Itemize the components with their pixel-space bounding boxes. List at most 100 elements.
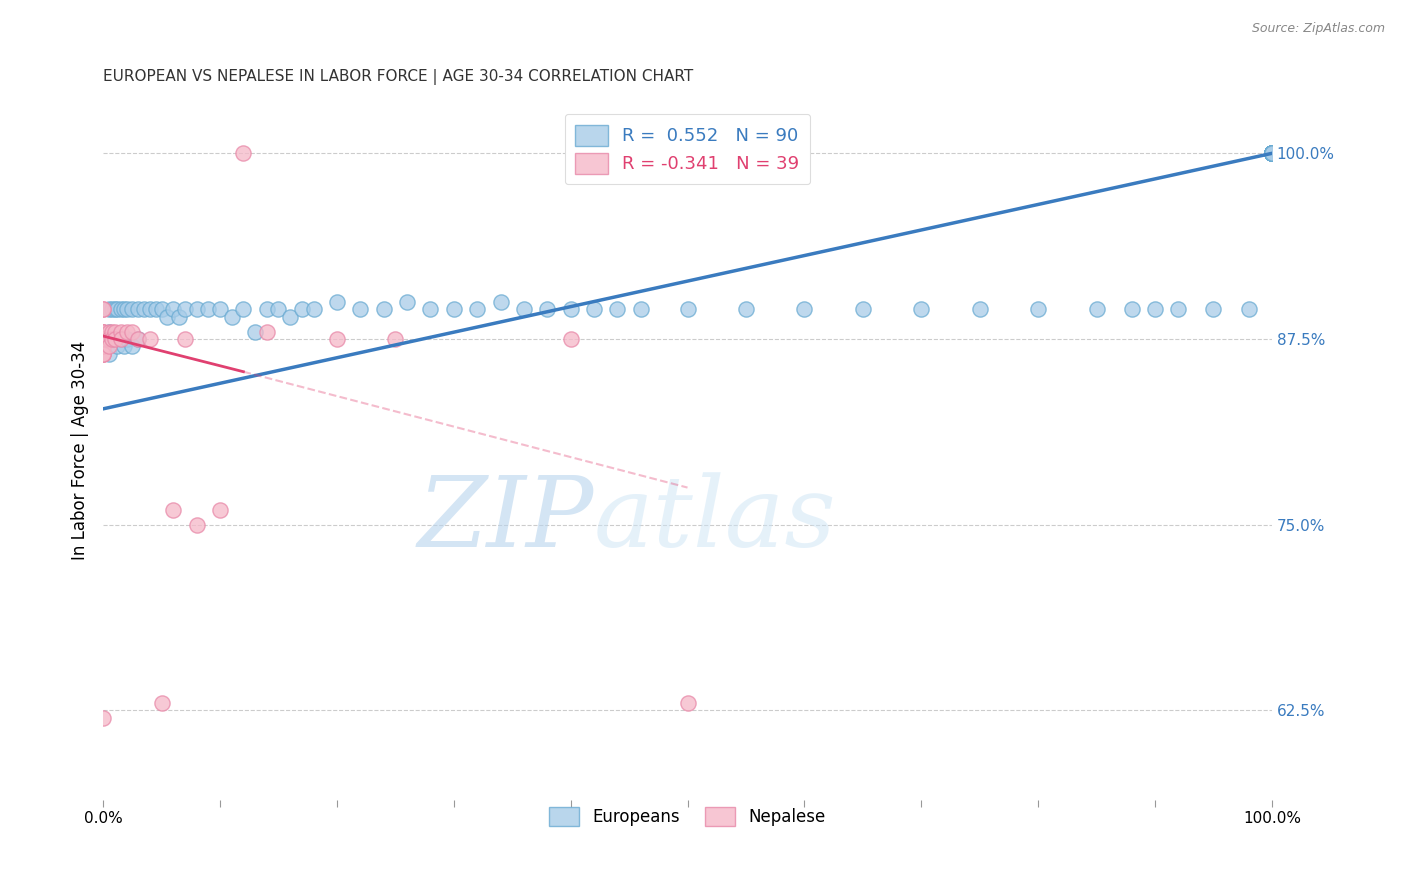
- Point: [98, 339, 121, 353]
- Point: [302, 302, 325, 317]
- Point: [132, 302, 155, 317]
- Point: [174, 302, 197, 317]
- Point: [186, 517, 208, 532]
- Point: [91, 347, 114, 361]
- Point: [232, 146, 254, 161]
- Point: [110, 325, 132, 339]
- Point: [1261, 146, 1284, 161]
- Point: [326, 294, 349, 309]
- Point: [1261, 146, 1284, 161]
- Point: [267, 302, 290, 317]
- Point: [793, 302, 815, 317]
- Point: [91, 339, 114, 353]
- Point: [735, 302, 758, 317]
- Point: [1261, 146, 1284, 161]
- Point: [167, 310, 190, 324]
- Point: [91, 711, 114, 725]
- Point: [395, 294, 418, 309]
- Point: [98, 325, 121, 339]
- Point: [1143, 302, 1166, 317]
- Point: [115, 332, 138, 346]
- Point: [98, 347, 121, 361]
- Point: [115, 302, 138, 317]
- Point: [969, 302, 991, 317]
- Point: [606, 302, 628, 317]
- Legend: Europeans, Nepalese: Europeans, Nepalese: [543, 800, 832, 833]
- Point: [104, 332, 127, 346]
- Point: [139, 302, 162, 317]
- Point: [105, 339, 128, 353]
- Point: [221, 310, 243, 324]
- Point: [1261, 146, 1284, 161]
- Point: [349, 302, 371, 317]
- Point: [110, 302, 132, 317]
- Point: [291, 302, 314, 317]
- Point: [91, 347, 114, 361]
- Point: [910, 302, 932, 317]
- Point: [127, 302, 149, 317]
- Point: [1261, 146, 1284, 161]
- Point: [1261, 146, 1284, 161]
- Point: [112, 302, 135, 317]
- Point: [174, 332, 197, 346]
- Point: [1261, 146, 1284, 161]
- Point: [1261, 146, 1284, 161]
- Point: [127, 332, 149, 346]
- Point: [1261, 146, 1284, 161]
- Point: [91, 325, 114, 339]
- Point: [91, 325, 114, 339]
- Point: [104, 325, 127, 339]
- Point: [1237, 302, 1260, 317]
- Point: [243, 325, 266, 339]
- Point: [145, 302, 167, 317]
- Point: [127, 332, 149, 346]
- Point: [121, 325, 143, 339]
- Point: [91, 339, 114, 353]
- Point: [91, 325, 114, 339]
- Point: [121, 302, 143, 317]
- Point: [162, 302, 184, 317]
- Point: [1202, 302, 1225, 317]
- Point: [465, 302, 488, 317]
- Point: [1261, 146, 1284, 161]
- Point: [560, 302, 582, 317]
- Point: [1261, 146, 1284, 161]
- Point: [513, 302, 536, 317]
- Point: [373, 302, 395, 317]
- Point: [326, 332, 349, 346]
- Point: [630, 302, 652, 317]
- Point: [676, 696, 699, 710]
- Point: [91, 339, 114, 353]
- Point: [852, 302, 875, 317]
- Point: [150, 302, 173, 317]
- Point: [105, 302, 128, 317]
- Point: [1261, 146, 1284, 161]
- Point: [560, 332, 582, 346]
- Point: [1261, 146, 1284, 161]
- Point: [1261, 146, 1284, 161]
- Point: [110, 332, 132, 346]
- Point: [1026, 302, 1049, 317]
- Point: [91, 332, 114, 346]
- Point: [162, 503, 184, 517]
- Point: [98, 332, 121, 346]
- Text: EUROPEAN VS NEPALESE IN LABOR FORCE | AGE 30-34 CORRELATION CHART: EUROPEAN VS NEPALESE IN LABOR FORCE | AG…: [103, 69, 693, 85]
- Point: [278, 310, 301, 324]
- Point: [91, 332, 114, 346]
- Point: [1261, 146, 1284, 161]
- Point: [1261, 146, 1284, 161]
- Point: [104, 302, 127, 317]
- Point: [1261, 146, 1284, 161]
- Point: [1167, 302, 1189, 317]
- Point: [121, 339, 143, 353]
- Point: [419, 302, 441, 317]
- Point: [443, 302, 465, 317]
- Point: [256, 302, 278, 317]
- Point: [110, 332, 132, 346]
- Point: [1261, 146, 1284, 161]
- Point: [1261, 146, 1284, 161]
- Text: ZIP: ZIP: [418, 473, 593, 568]
- Point: [104, 332, 127, 346]
- Point: [1261, 146, 1284, 161]
- Point: [1261, 146, 1284, 161]
